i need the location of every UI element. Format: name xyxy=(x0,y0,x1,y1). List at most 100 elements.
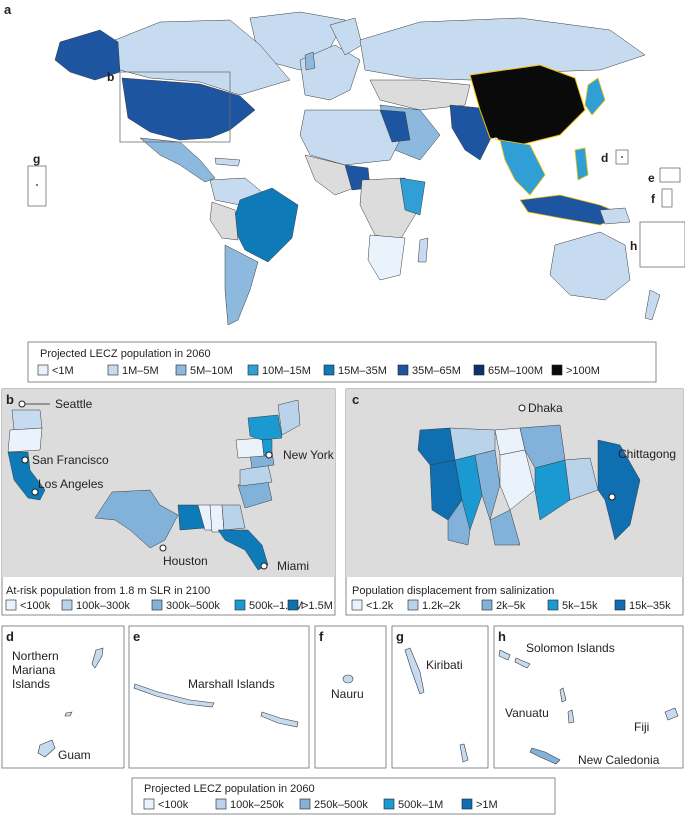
legend-swatch xyxy=(551,364,563,376)
city-miami: Miami xyxy=(277,559,309,573)
legend-swatch xyxy=(287,599,299,611)
panel-g-kiribati: g Kiribati xyxy=(391,625,489,769)
legend-label: >1.5M xyxy=(302,600,333,612)
west-africa-region xyxy=(304,154,363,196)
southern-africa-region xyxy=(367,234,406,281)
southeast-asia-region xyxy=(499,139,546,196)
legend-swatch xyxy=(407,599,419,611)
district-se xyxy=(597,439,641,541)
fiji-island-shape xyxy=(664,707,679,721)
city-dhaka: Dhaka xyxy=(528,401,563,415)
label-kiribati: Kiribati xyxy=(426,658,463,672)
legend-label: >1M xyxy=(476,799,498,811)
panel-c-bangladesh: c Dhaka Chittagong Population displaceme… xyxy=(345,388,684,616)
legend-swatch xyxy=(234,599,246,611)
inset-letter-e: e xyxy=(648,171,655,185)
madagascar-region xyxy=(417,237,429,263)
legend-swatch xyxy=(5,599,17,611)
inset-box-g xyxy=(27,165,47,207)
new-zealand-region xyxy=(644,289,661,321)
panel-e-frame xyxy=(128,625,310,769)
label-solomon-islands: Solomon Islands xyxy=(526,641,615,655)
alabama-state xyxy=(209,504,225,533)
legend-swatch xyxy=(247,364,259,376)
central-asia-region xyxy=(369,79,471,111)
vanuatu-island-2 xyxy=(567,709,575,724)
legend-a: Projected LECZ population in 2060 <1M 1M–… xyxy=(27,341,657,383)
legend-label: 5k–15k xyxy=(562,600,598,612)
bottom-legend-frame xyxy=(131,777,556,815)
panel-f-frame xyxy=(314,625,387,769)
legend-label: 250k–500k xyxy=(314,799,368,811)
legend-swatch xyxy=(547,599,559,611)
city-san-francisco: San Francisco xyxy=(32,453,109,467)
legend-swatch xyxy=(614,599,626,611)
label-vanuatu: Vanuatu xyxy=(505,706,549,720)
legend-label: <100k xyxy=(20,600,51,612)
legend-c-items: <1.2k 1.2k–2k 2k–5k 5k–15k 15k–35k xyxy=(351,599,671,612)
new-york-state xyxy=(247,414,283,441)
label-guam: Guam xyxy=(58,748,91,762)
new-england-state xyxy=(277,399,301,436)
east-africa-region xyxy=(399,177,426,216)
legend-label: 5M–10M xyxy=(190,365,233,377)
peru-region xyxy=(209,201,239,241)
texas-state xyxy=(94,489,179,549)
bottom-legend: Projected LECZ population in 2060 <100k 1… xyxy=(131,777,556,815)
panel-d-letter: d xyxy=(6,629,14,644)
panel-b-usa: b Seattle San Francisco Los Angeles Hous… xyxy=(1,388,336,616)
legend-swatch xyxy=(175,364,187,376)
panel-h-melanesia: h Solomon Islands Vanuatu Fiji New Caled… xyxy=(493,625,684,769)
legend-swatch xyxy=(323,364,335,376)
inset-letter-c: c xyxy=(492,133,499,147)
legend-label: 300k–500k xyxy=(166,600,220,612)
miami-marker xyxy=(260,562,268,570)
panel-c-letter: c xyxy=(352,392,359,407)
inset-letter-d: d xyxy=(601,151,608,165)
kiribati-atoll-1 xyxy=(404,647,425,695)
inset-letter-h: h xyxy=(630,239,637,253)
legend-label: <1.2k xyxy=(366,600,394,612)
panel-h-letter: h xyxy=(498,629,506,644)
kiribati-atoll-2 xyxy=(459,743,469,763)
inset-box-f xyxy=(661,188,673,208)
legend-label: 100k–250k xyxy=(230,799,284,811)
legend-swatch xyxy=(397,364,409,376)
inset-letter-g: g xyxy=(33,152,40,166)
inset-box-e xyxy=(659,167,681,183)
legend-label: <100k xyxy=(158,799,189,811)
legend-label: 10M–15M xyxy=(262,365,311,377)
caribbean-region xyxy=(214,157,241,167)
legend-b-items: <100k 100k–300k 300k–500k 500k–1.5M>1.5M xyxy=(5,599,333,612)
alaska-region xyxy=(54,29,121,81)
new-caledonia-shape xyxy=(529,747,561,765)
legend-swatch xyxy=(461,798,473,810)
panel-h-frame xyxy=(493,625,684,769)
solomon-island-2 xyxy=(514,657,531,669)
inset-d-dot xyxy=(621,156,623,158)
district-c3 xyxy=(449,427,496,461)
label-islands: Islands xyxy=(12,677,50,691)
georgia-state xyxy=(221,504,246,531)
inset-letter-f: f xyxy=(651,192,656,206)
legend-swatch xyxy=(481,599,493,611)
panel-b-map-bg xyxy=(2,389,335,577)
argentina-region xyxy=(224,244,259,326)
inset-g-dot xyxy=(36,184,38,186)
legend-swatch xyxy=(107,364,119,376)
la-marker xyxy=(31,488,39,496)
city-new-york: New York xyxy=(283,448,335,462)
nyc-marker xyxy=(265,451,273,459)
legend-label: 500k–1M xyxy=(398,799,443,811)
mariana-island-shape xyxy=(91,647,104,669)
inset-box-b xyxy=(119,71,231,143)
marshall-atoll-1 xyxy=(133,683,215,708)
seattle-marker xyxy=(18,400,26,408)
district-w3 xyxy=(447,499,471,546)
district-e2 xyxy=(534,459,571,521)
inset-box-h xyxy=(639,221,685,268)
brazil-region xyxy=(231,187,299,263)
city-chittagong: Chittagong xyxy=(618,447,676,461)
bottom-legend-title: Projected LECZ population in 2060 xyxy=(144,783,315,795)
